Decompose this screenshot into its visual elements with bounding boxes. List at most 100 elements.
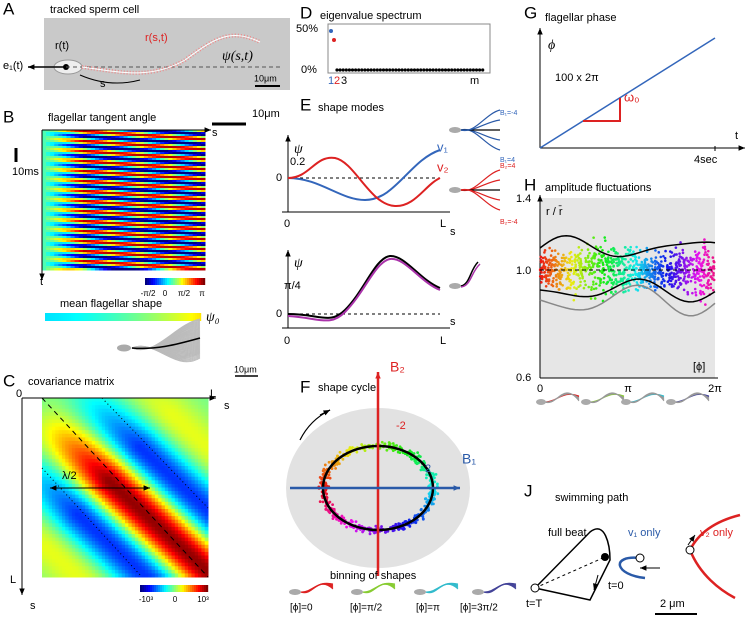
heatmap-cell: [75, 473, 80, 478]
heatmap-cell: [42, 140, 47, 143]
heatmap-cell: [141, 458, 146, 463]
heatmap-cell: [154, 466, 159, 471]
heatmap-cell: [172, 138, 177, 141]
heatmap-cell: [90, 202, 96, 205]
heatmap-cell: [58, 537, 63, 542]
heatmap-cell: [82, 150, 88, 153]
heatmap-cell: [66, 230, 72, 233]
heatmap-cell: [168, 519, 172, 524]
heatmap-cell: [139, 208, 145, 211]
heatmap-cell: [180, 156, 186, 159]
heatmap-cell: [127, 248, 133, 251]
heatmap-cell: [103, 220, 108, 223]
heatmap-cell: [158, 494, 163, 499]
heatmap-cell: [188, 150, 194, 153]
heatmap-cell: [62, 174, 67, 177]
heatmap-cell: [168, 168, 173, 171]
heatmap-cell: [42, 202, 47, 205]
heatmap-cell: [139, 174, 145, 177]
heatmap-cell: [62, 238, 67, 241]
heatmap-cell: [188, 224, 194, 227]
heatmap-cell: [164, 268, 169, 271]
heatmap-cell: [196, 236, 202, 239]
heatmap-cell: [70, 252, 76, 255]
heatmap-cell: [135, 210, 141, 213]
heatmap-cell: [99, 132, 104, 135]
heatmap-cell: [164, 188, 169, 191]
heatmap-cell: [152, 220, 157, 223]
heatmap-cell: [61, 455, 66, 460]
heatmap-cell: [201, 405, 206, 410]
heatmap-cell: [115, 466, 119, 471]
heatmap-cell: [164, 252, 169, 255]
heatmap-cell: [58, 138, 63, 141]
heatmap-cell: [191, 412, 196, 417]
heatmap-cell: [164, 208, 169, 211]
heatmap-cell: [138, 408, 143, 413]
heatmap-cell: [46, 190, 51, 193]
heatmap-cell: [161, 426, 166, 431]
heatmap-cell: [188, 196, 194, 199]
heatmap-cell: [115, 148, 120, 151]
heatmap-cell: [42, 232, 47, 235]
heatmap-cell: [147, 136, 153, 139]
heatmap-cell: [70, 202, 76, 205]
heatmap-cell: [118, 498, 123, 503]
heatmap-cell: [204, 519, 209, 524]
heatmap-cell: [121, 415, 126, 420]
heatmap-cell: [88, 491, 93, 496]
heatmap-cell: [70, 184, 76, 187]
heatmap-cell: [90, 146, 96, 149]
heatmap-cell: [103, 208, 108, 211]
heatmap-cell: [111, 483, 116, 488]
heatmap-cell: [118, 537, 123, 542]
heatmap-cell: [119, 162, 124, 165]
heatmap-cell: [143, 252, 149, 255]
heatmap-cell: [66, 152, 72, 155]
heatmap-cell: [90, 248, 96, 251]
heatmap-cell: [50, 144, 55, 147]
heatmap-cell: [58, 462, 63, 467]
heatmap-cell: [160, 230, 165, 233]
heatmap-cell: [151, 512, 156, 517]
heatmap-cell: [127, 164, 133, 167]
heatmap-cell: [74, 138, 80, 141]
heatmap-cell: [82, 254, 88, 257]
heatmap-cell: [88, 501, 93, 506]
heatmap-cell: [181, 526, 186, 531]
heatmap-cell: [171, 483, 176, 488]
heatmap-cell: [141, 433, 146, 438]
heatmap-cell: [107, 180, 112, 183]
heatmap-cell: [135, 224, 141, 227]
heatmap-cell: [168, 186, 173, 189]
heatmap-cell: [135, 234, 141, 237]
heatmap-cell: [91, 541, 96, 546]
heatmap-cell: [200, 176, 206, 179]
heatmap-cell: [42, 224, 47, 227]
heatmap-cell: [94, 210, 100, 213]
heatmap-cell: [147, 148, 153, 151]
heatmap-cell: [46, 254, 51, 257]
heatmap-cell: [90, 232, 96, 235]
heatmap-cell: [65, 408, 70, 413]
heatmap-cell: [111, 240, 116, 243]
heatmap-cell: [176, 256, 182, 259]
heatmap-cell: [86, 214, 92, 217]
heatmap-cell: [108, 498, 113, 503]
heatmap-cell: [65, 455, 70, 460]
heatmap-cell: [127, 252, 133, 255]
heatmap-cell: [148, 415, 153, 420]
heatmap-cell: [184, 505, 189, 510]
heatmap-cell: [164, 258, 169, 261]
colorbar-cell: [129, 313, 132, 321]
heatmap-cell: [118, 526, 123, 531]
colorbar-cell: [155, 278, 158, 285]
heatmap-cell: [91, 530, 96, 535]
heatmap-cell: [164, 144, 169, 147]
heatmap-cell: [94, 206, 100, 209]
heatmap-cell: [154, 491, 159, 496]
heatmap-cell: [180, 244, 186, 247]
heatmap-cell: [164, 398, 169, 403]
heatmap-cell: [180, 210, 186, 213]
heatmap-cell: [85, 466, 89, 471]
